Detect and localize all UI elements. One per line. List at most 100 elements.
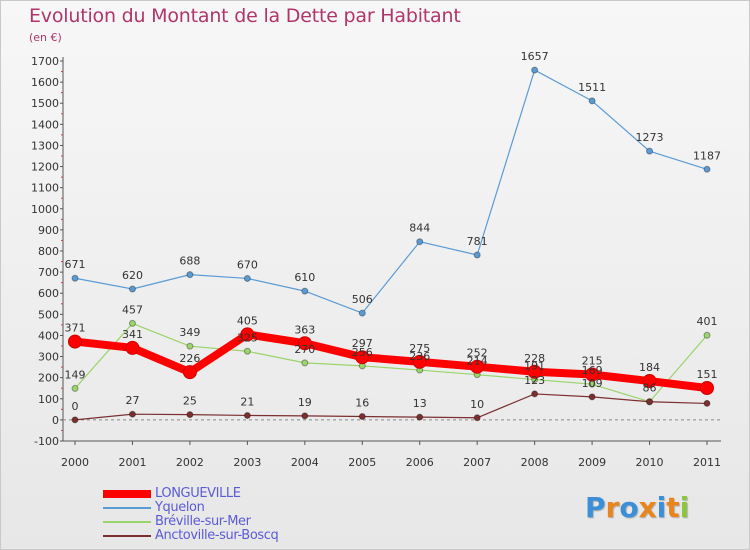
data-label-breville-sur-mer: 214: [467, 355, 488, 368]
data-labels: 671 620 688 670 610 506 844 781 1657 1511 1273 1187…: [65, 50, 722, 413]
y-tick-label: 200: [38, 372, 59, 385]
data-label-longueville: 252: [467, 347, 488, 360]
series-point-anctoville-sur-boscq: [588, 393, 596, 401]
series-point-yquelon: [531, 66, 539, 74]
y-tick-label: 300: [38, 351, 59, 364]
x-tick-label: 2008: [521, 456, 549, 469]
logo-letter: i: [679, 491, 690, 524]
y-tick-label: 1600: [31, 76, 59, 89]
chart-subtitle: (en €): [29, 31, 62, 44]
data-label-anctoville-sur-boscq: 109: [582, 377, 603, 390]
data-label-anctoville-sur-boscq: 13: [413, 397, 427, 410]
series-point-longueville: [68, 334, 82, 349]
data-label-longueville: 226: [179, 352, 200, 365]
data-label-anctoville-sur-boscq: 27: [125, 394, 139, 407]
legend-label: Anctoville-sur-Boscq: [155, 528, 279, 543]
y-tick-label: 1700: [31, 55, 59, 68]
data-label-yquelon: 688: [179, 255, 200, 268]
logo-letter: P: [585, 491, 606, 524]
data-label-yquelon: 1273: [636, 131, 664, 144]
x-tick-label: 2004: [291, 456, 319, 469]
data-label-longueville: 215: [582, 355, 603, 368]
series-point-longueville: [527, 364, 542, 379]
data-label-longueville: 275: [409, 342, 430, 355]
data-label-longueville: 363: [294, 323, 315, 336]
series-point-longueville: [297, 336, 312, 351]
series-point-anctoville-sur-boscq: [358, 413, 366, 421]
data-label-anctoville-sur-boscq: 25: [183, 395, 197, 408]
y-tick-label: 400: [38, 329, 59, 342]
x-tick-label: 2005: [348, 456, 376, 469]
series-point-longueville: [412, 354, 427, 369]
series-point-anctoville-sur-boscq: [243, 411, 251, 419]
x-tick-label: 2002: [176, 456, 204, 469]
chart-title: Evolution du Montant de la Dette par Hab…: [29, 5, 461, 27]
logo-letter: x: [638, 491, 657, 524]
series-point-longueville: [182, 365, 197, 380]
data-label-longueville: 151: [697, 368, 718, 381]
series-point-anctoville-sur-boscq: [531, 390, 539, 398]
x-tick-label: 2001: [118, 456, 146, 469]
data-label-yquelon: 1511: [578, 81, 606, 94]
series-point-longueville: [355, 350, 370, 365]
series-point-anctoville-sur-boscq: [473, 414, 481, 422]
data-label-yquelon: 781: [467, 235, 488, 248]
legend-label: Yquelon: [155, 500, 205, 515]
series-point-yquelon: [243, 274, 251, 282]
data-label-yquelon: 844: [409, 222, 430, 235]
data-label-anctoville-sur-boscq: 0: [72, 400, 79, 413]
series-point-anctoville-sur-boscq: [71, 416, 79, 424]
series-point-breville-sur-mer: [243, 347, 251, 355]
series-point-breville-sur-mer: [71, 384, 79, 392]
data-label-anctoville-sur-boscq: 123: [524, 374, 545, 387]
data-label-breville-sur-mer: 169: [582, 364, 603, 377]
data-label-breville-sur-mer: 401: [697, 315, 718, 328]
series-point-breville-sur-mer: [186, 342, 194, 350]
series-point-anctoville-sur-boscq: [128, 410, 136, 418]
y-tick-label: 1000: [31, 203, 59, 216]
series-point-yquelon: [358, 309, 366, 317]
logo-letter: i: [656, 491, 667, 524]
series-point-longueville: [585, 367, 600, 382]
data-label-anctoville-sur-boscq: 21: [240, 395, 254, 408]
series-point-breville-sur-mer: [301, 359, 309, 367]
series-point-yquelon: [416, 238, 424, 246]
series-line-breville-sur-mer: [74, 322, 708, 403]
y-tick-label: 100: [38, 393, 59, 406]
data-label-longueville: 341: [122, 328, 143, 341]
series-point-yquelon: [588, 97, 596, 105]
x-tick-label: 2010: [636, 456, 664, 469]
series-point-breville-sur-mer: [128, 319, 136, 327]
series-point-yquelon: [128, 285, 136, 293]
data-label-longueville: 371: [65, 322, 86, 335]
y-tick-label: 900: [38, 224, 59, 237]
data-label-longueville: 184: [639, 361, 660, 374]
series-point-yquelon: [71, 274, 79, 282]
data-label-breville-sur-mer: 457: [122, 303, 143, 316]
x-tick-label: 2009: [578, 456, 606, 469]
x-tick-label: 2007: [463, 456, 491, 469]
series-point-longueville: [700, 381, 714, 396]
legend-label: LONGUEVILLE: [155, 486, 241, 501]
logo-letter: t: [666, 491, 680, 524]
series-point-longueville: [240, 327, 255, 342]
legend-label: Bréville-sur-Mer: [155, 514, 251, 529]
series-point-anctoville-sur-boscq: [416, 413, 424, 421]
data-label-longueville: 297: [352, 337, 373, 350]
series-point-yquelon: [473, 251, 481, 259]
series-point-yquelon: [301, 287, 309, 295]
series-group: [68, 66, 714, 424]
series-point-longueville: [470, 359, 485, 374]
series-point-longueville: [642, 374, 657, 389]
data-label-breville-sur-mer: 236: [409, 350, 430, 363]
y-tick-label: 600: [38, 287, 59, 300]
data-label-anctoville-sur-boscq: 19: [298, 396, 312, 409]
y-tick-label: 800: [38, 245, 59, 258]
series-line-longueville: [74, 330, 708, 392]
proxiti-logo: Proxiti: [585, 491, 689, 524]
y-tick-label: 1200: [31, 161, 59, 174]
data-label-longueville: 228: [524, 352, 545, 365]
series-line-anctoville-sur-boscq: [74, 393, 708, 421]
